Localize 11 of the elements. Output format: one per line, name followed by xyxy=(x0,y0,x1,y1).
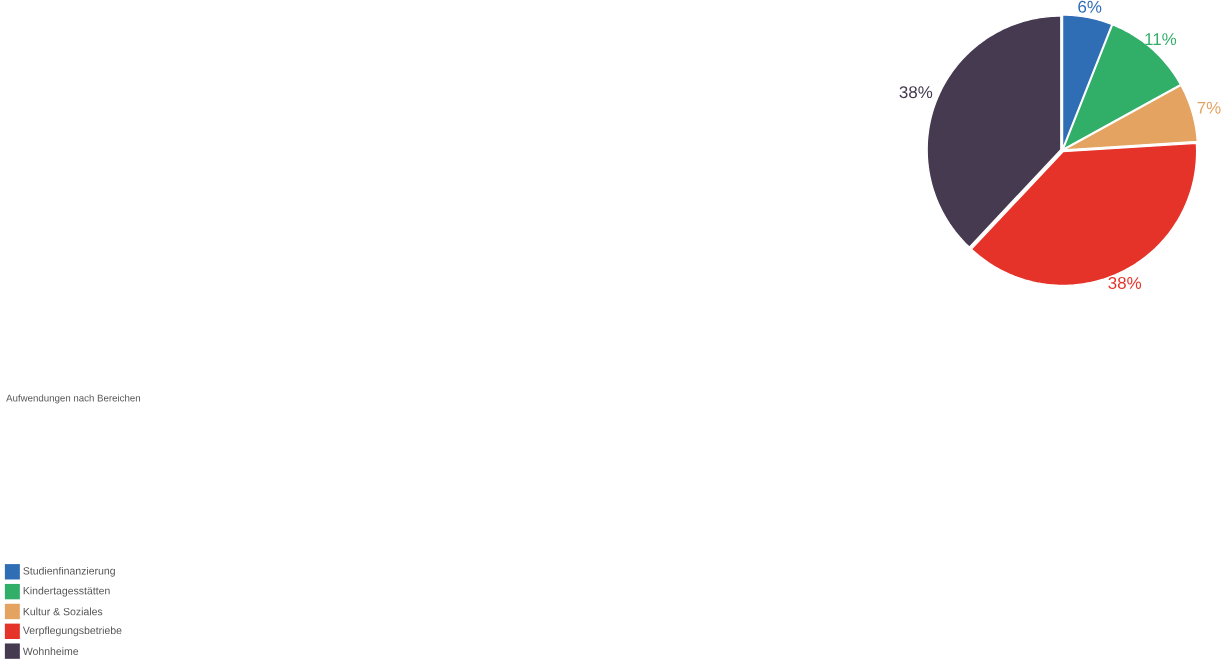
legend-label: Wohnheime xyxy=(22,647,79,655)
data-label: 7% xyxy=(1197,101,1221,114)
legend-label: Verpflegungsbetriebe xyxy=(22,626,122,637)
text: Aufwendungen nach Bereichen xyxy=(6,394,141,404)
data-label: 38% xyxy=(899,85,933,98)
data-label: 38% xyxy=(1108,276,1142,289)
legend-label: Studienfinanzierung xyxy=(23,566,115,577)
data-label: 11% xyxy=(1145,33,1177,45)
data-label: 6% xyxy=(1078,0,1102,13)
legend-label: Kultur & Soziales xyxy=(23,607,103,616)
legend-label: Kindertagesstätten xyxy=(23,586,110,597)
